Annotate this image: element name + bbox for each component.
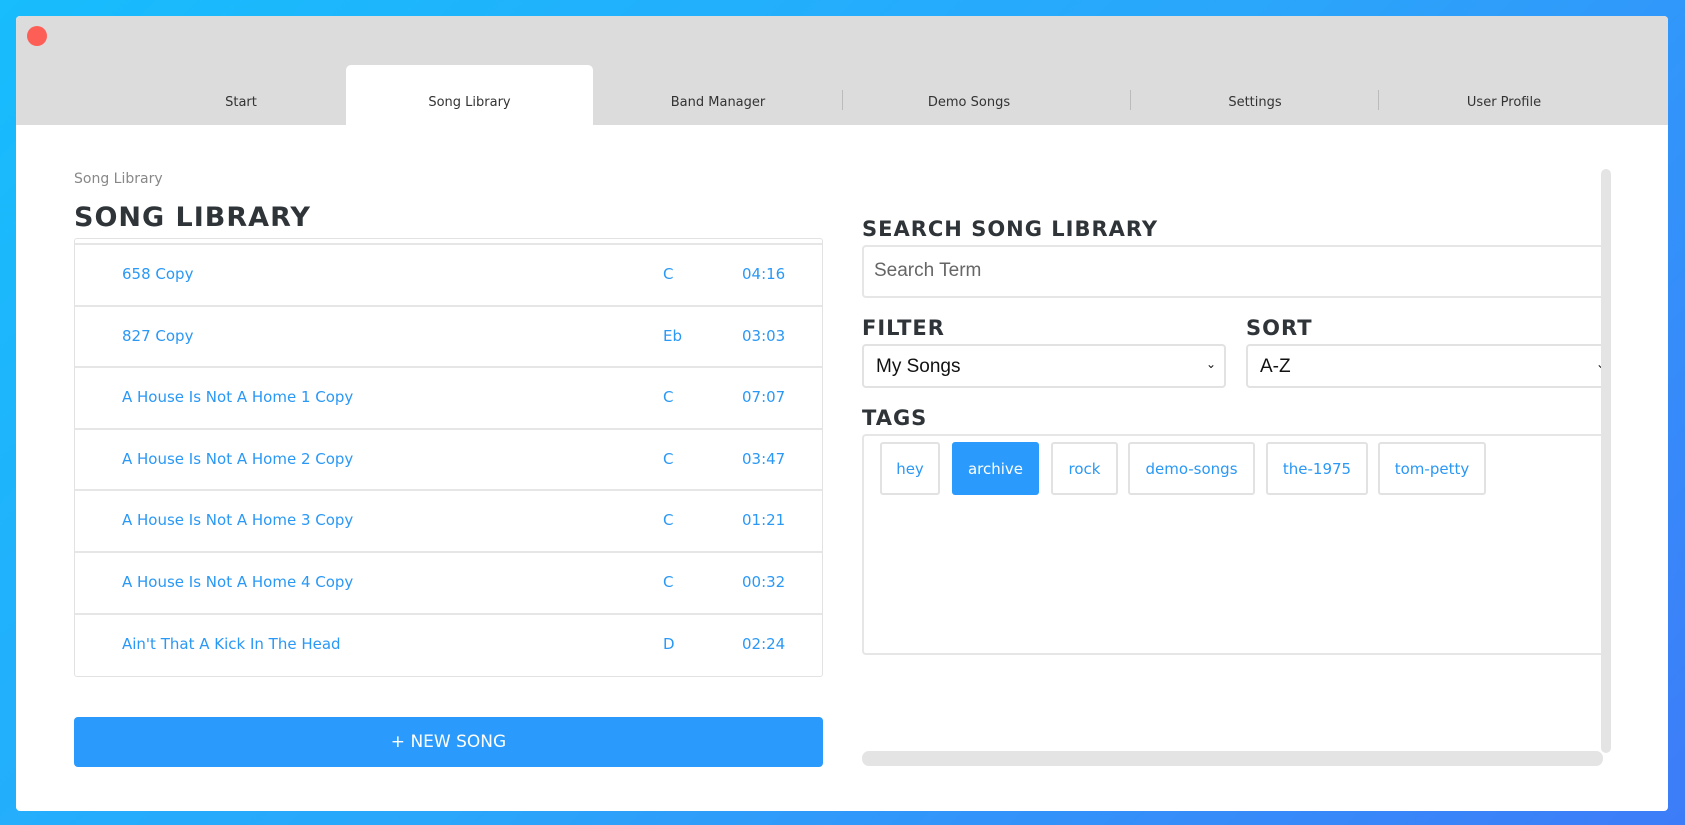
tab-divider [1130,90,1131,110]
tab-settings[interactable]: Settings [1228,94,1282,110]
tag-hey[interactable]: hey [880,442,940,495]
chevron-down-icon: ⌄ [1205,357,1216,371]
tag-the-1975[interactable]: the-1975 [1266,442,1368,495]
tags-label: TAGS [862,406,928,430]
song-key: C [663,449,674,468]
song-key: C [663,265,674,283]
song-name: Ain't That A Kick In The Head [122,634,341,653]
tab-bar: Start Song Library Band Manager Demo Son… [16,16,1668,125]
tab-demo-songs[interactable]: Demo Songs [927,94,1011,110]
song-row[interactable]: 827 Copy Eb 03:03 [75,304,822,367]
app-window: Start Song Library Band Manager Demo Son… [16,16,1668,811]
filter-select[interactable]: My Songs ⌄ [862,344,1226,388]
song-key: C [663,511,674,530]
tab-divider [1378,90,1379,110]
tab-divider [842,90,843,110]
close-window-button[interactable] [27,26,47,46]
song-row[interactable]: 658 Copy C 04:16 [75,243,822,305]
tab-start[interactable]: Start [225,94,257,110]
song-name: 658 Copy [122,265,194,283]
tab-user-profile[interactable]: User Profile [1466,94,1542,110]
tag-tom-petty[interactable]: tom-petty [1378,442,1486,495]
song-key: C [663,388,674,407]
tab-band-manager[interactable]: Band Manager [670,94,766,110]
sort-value: A-Z [1260,356,1291,377]
song-row[interactable]: A House Is Not A Home 3 Copy C 01:21 [75,489,822,551]
song-row[interactable]: A House Is Not A Home 4 Copy C 00:32 [75,551,822,613]
tags-box: hey archive rock demo-songs the-1975 tom-pett… [862,434,1604,655]
song-duration: 02:24 [742,634,786,653]
song-row[interactable]: A House Is Not A Home 1 Copy C 07:07 [75,366,822,428]
song-duration: 07:07 [742,388,786,407]
song-row[interactable]: Ain't That A Kick In The Head D 02:24 [75,612,822,675]
song-name: A House Is Not A Home 1 Copy [122,388,354,407]
song-duration: 04:16 [742,265,786,283]
tag-archive[interactable]: archive [952,442,1039,495]
song-row[interactable]: A House Is Not A Home 2 Copy C 03:47 [75,427,822,490]
page-title: SONG LIBRARY [74,202,311,233]
search-input[interactable]: Search Term [862,245,1604,298]
song-list: 658 Copy C 04:16 827 Copy Eb 03:03 A House Is … [74,238,823,677]
tag-demo-songs[interactable]: demo-songs [1128,442,1255,495]
sort-select[interactable]: A-Z ⌄ [1246,344,1608,388]
song-name: 827 Copy [122,326,194,345]
vertical-scrollbar[interactable] [1601,169,1611,753]
horizontal-scrollbar[interactable] [862,751,1603,766]
song-duration: 03:03 [742,326,786,345]
song-name: A House Is Not A Home 2 Copy [122,449,354,468]
filter-label: FILTER [862,316,945,340]
song-duration: 01:21 [742,511,786,530]
chevron-down-icon: ⌄ [1596,357,1606,371]
song-key: D [663,634,675,653]
new-song-button[interactable]: + NEW SONG [74,717,823,767]
song-duration: 03:47 [742,449,786,468]
sort-label: SORT [1246,316,1313,340]
breadcrumb[interactable]: Song Library [74,171,163,187]
search-label: SEARCH SONG LIBRARY [862,217,1159,241]
tab-song-library[interactable]: Song Library [346,65,593,125]
tag-rock[interactable]: rock [1051,442,1118,495]
song-name: A House Is Not A Home 4 Copy [122,573,354,591]
song-key: Eb [663,326,682,345]
song-key: C [663,573,674,591]
filter-value: My Songs [876,356,961,377]
song-duration: 00:32 [742,573,786,591]
song-name: A House Is Not A Home 3 Copy [122,511,354,530]
